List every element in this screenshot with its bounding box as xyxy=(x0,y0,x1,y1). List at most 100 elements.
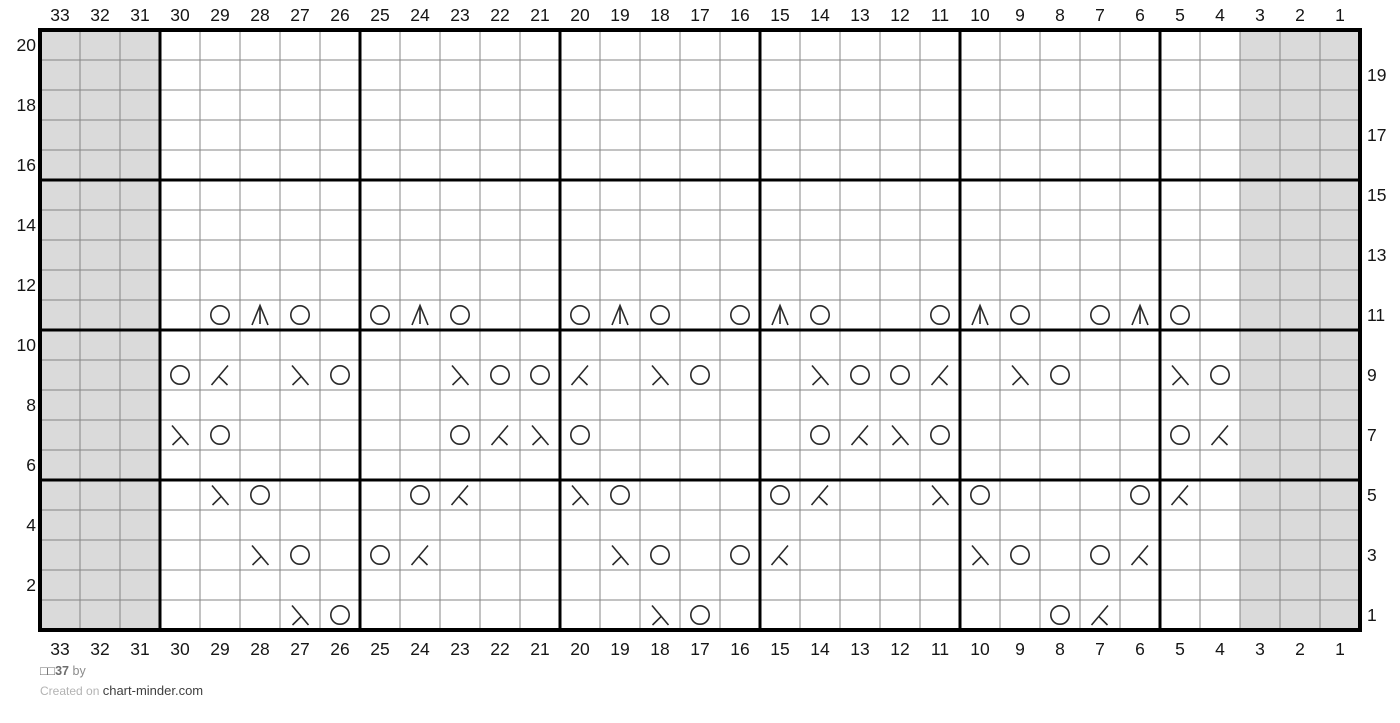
yo-symbol xyxy=(889,364,910,385)
k2tog-symbol xyxy=(1090,604,1109,626)
col-label-bottom: 19 xyxy=(610,639,629,659)
col-label-bottom: 26 xyxy=(330,639,349,659)
yo-symbol xyxy=(1009,304,1030,325)
col-label-top: 28 xyxy=(250,5,269,25)
row-label-right: 9 xyxy=(1367,365,1377,385)
row-label-right: 17 xyxy=(1367,125,1386,145)
chart-title-by: by xyxy=(69,664,86,678)
k2tog-symbol xyxy=(770,544,789,566)
k2tog-symbol xyxy=(410,544,429,566)
cdd-symbol xyxy=(411,303,429,326)
row-label-left: 6 xyxy=(26,455,36,475)
col-label-top: 2 xyxy=(1295,5,1305,25)
yo-symbol xyxy=(689,364,710,385)
col-label-top: 6 xyxy=(1135,5,1145,25)
row-label-left: 18 xyxy=(17,95,36,115)
col-label-top: 5 xyxy=(1175,5,1185,25)
row-label-left: 8 xyxy=(26,395,36,415)
ssk-symbol xyxy=(651,364,670,386)
ssk-symbol xyxy=(811,364,830,386)
col-label-top: 11 xyxy=(931,5,949,25)
row-label-right: 3 xyxy=(1367,545,1377,565)
col-label-top: 26 xyxy=(330,5,349,25)
col-label-bottom: 29 xyxy=(210,639,229,659)
col-label-bottom: 2 xyxy=(1295,639,1305,659)
k2tog-symbol xyxy=(930,364,949,386)
yo-symbol xyxy=(449,424,470,445)
col-label-bottom: 12 xyxy=(890,639,909,659)
yo-symbol xyxy=(969,484,990,505)
yo-symbol xyxy=(1170,424,1191,445)
row-label-right: 5 xyxy=(1367,485,1377,505)
yo-symbol xyxy=(929,304,950,325)
col-label-top: 21 xyxy=(530,5,549,25)
col-label-top: 7 xyxy=(1095,5,1105,25)
col-label-bottom: 25 xyxy=(370,639,389,659)
col-label-bottom: 33 xyxy=(50,639,69,659)
row-label-left: 20 xyxy=(17,35,37,55)
yo-symbol xyxy=(170,364,191,385)
chart-footer: □□37 by Created on chart-minder.com xyxy=(40,664,203,698)
row-label-right: 19 xyxy=(1367,65,1386,85)
yo-symbol xyxy=(329,364,350,385)
yo-symbol xyxy=(250,484,271,505)
yo-symbol xyxy=(289,304,310,325)
ssk-symbol xyxy=(651,604,670,626)
chart-title-name: □□37 xyxy=(40,664,70,678)
yo-symbol xyxy=(489,364,510,385)
yo-symbol xyxy=(1090,304,1111,325)
row-label-left: 10 xyxy=(17,335,37,355)
col-label-bottom: 23 xyxy=(450,639,469,659)
col-label-bottom: 20 xyxy=(570,639,590,659)
col-label-top: 16 xyxy=(730,5,749,25)
cdd-symbol xyxy=(771,303,789,326)
k2tog-symbol xyxy=(1130,544,1149,566)
col-label-top: 30 xyxy=(170,5,190,25)
yo-symbol xyxy=(809,304,830,325)
yo-symbol xyxy=(649,304,670,325)
col-label-bottom: 22 xyxy=(490,639,509,659)
yo-symbol xyxy=(729,304,750,325)
col-label-top: 3 xyxy=(1255,5,1265,25)
ssk-symbol xyxy=(971,544,990,566)
yo-symbol xyxy=(609,484,630,505)
yo-symbol xyxy=(1130,484,1151,505)
ssk-symbol xyxy=(571,484,590,506)
col-label-bottom: 10 xyxy=(970,639,990,659)
col-label-bottom: 18 xyxy=(650,639,669,659)
row-label-right: 15 xyxy=(1367,185,1386,205)
credit-site: chart-minder.com xyxy=(102,682,204,698)
k2tog-symbol xyxy=(210,364,229,386)
row-label-left: 14 xyxy=(17,215,37,235)
yo-symbol xyxy=(1210,364,1231,385)
yo-symbol xyxy=(689,604,710,625)
col-label-bottom: 14 xyxy=(810,639,830,659)
col-label-bottom: 30 xyxy=(170,639,190,659)
yo-symbol xyxy=(210,424,231,445)
ssk-symbol xyxy=(291,364,310,386)
col-label-top: 14 xyxy=(810,5,830,25)
col-label-top: 18 xyxy=(650,5,669,25)
yo-symbol xyxy=(210,304,231,325)
ssk-symbol xyxy=(1171,364,1190,386)
col-label-bottom: 11 xyxy=(931,639,949,659)
row-label-left: 12 xyxy=(17,275,36,295)
ssk-symbol xyxy=(931,484,950,506)
col-label-top: 33 xyxy=(50,5,69,25)
col-label-bottom: 7 xyxy=(1095,639,1105,659)
credit-prefix: Created on xyxy=(40,683,103,698)
col-label-top: 1 xyxy=(1335,5,1345,25)
yo-symbol xyxy=(1050,364,1071,385)
col-label-bottom: 8 xyxy=(1055,639,1065,659)
yo-symbol xyxy=(849,364,870,385)
cdd-symbol xyxy=(1131,303,1149,326)
col-label-top: 32 xyxy=(90,5,109,25)
yo-symbol xyxy=(769,484,790,505)
row-label-left: 2 xyxy=(26,575,36,595)
col-label-top: 25 xyxy=(370,5,389,25)
col-label-bottom: 16 xyxy=(730,639,749,659)
yo-symbol xyxy=(369,304,390,325)
yo-symbol xyxy=(409,484,430,505)
chart-title: □□37 by xyxy=(40,664,203,680)
col-label-top: 15 xyxy=(770,5,789,25)
